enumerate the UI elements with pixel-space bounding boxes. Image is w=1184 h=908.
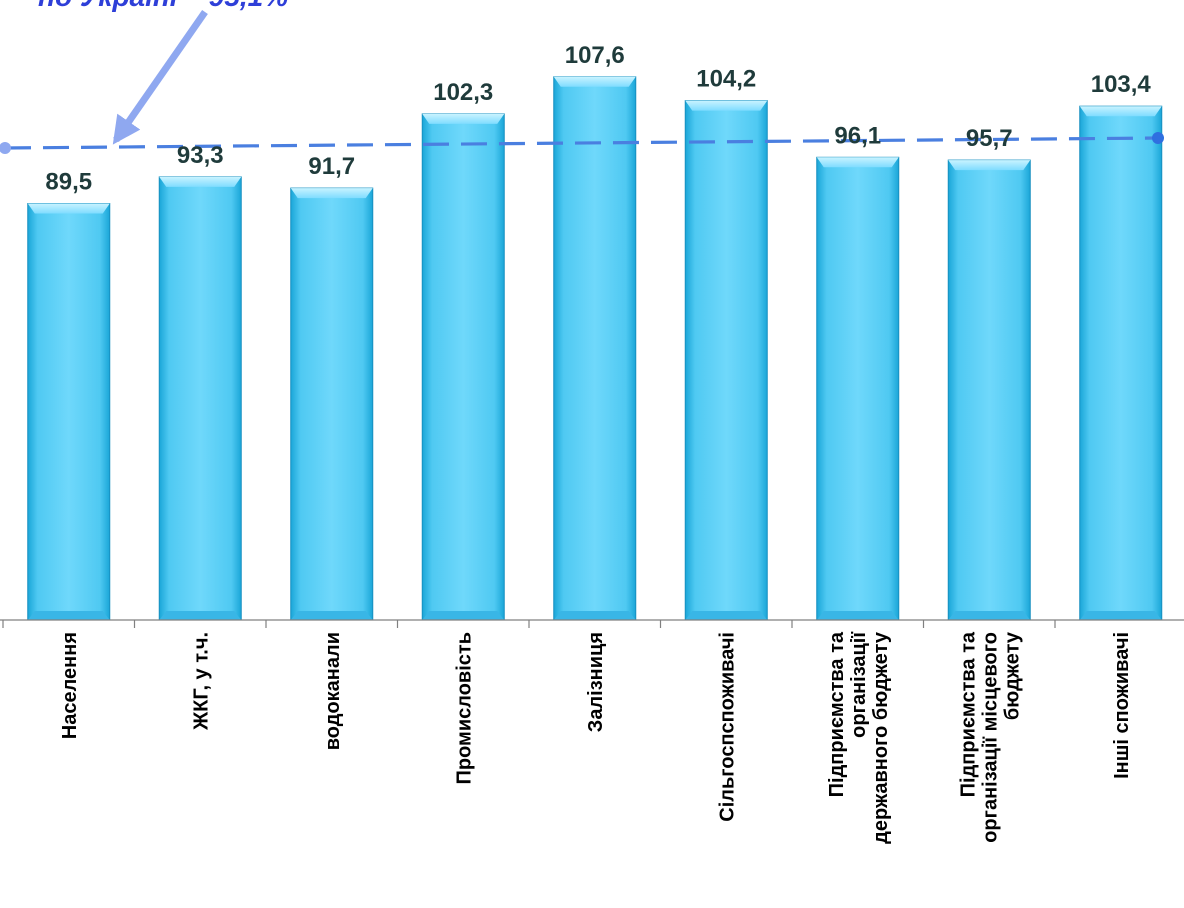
data-label: 102,3 xyxy=(433,79,493,106)
bar xyxy=(684,100,768,621)
x-tick-label-line: Промисловість xyxy=(453,632,475,784)
bar xyxy=(816,156,900,621)
reference-line-layer xyxy=(0,132,1164,154)
data-label: 104,2 xyxy=(696,66,756,93)
reference-line xyxy=(4,136,1159,150)
x-tick-label: Підприємства та організації місцевого бюдж… xyxy=(957,631,1023,843)
x-tick-label: Залізниця xyxy=(585,632,607,732)
x-tick-label-line: Інші споживачі xyxy=(1111,632,1133,779)
x-tick-label-line: Сільгоспспоживачі xyxy=(716,632,738,822)
data-label: 96,1 xyxy=(834,122,881,149)
x-tick-label-line: Залізниця xyxy=(585,632,607,732)
bar-base xyxy=(948,611,1031,620)
x-tick-label-line: ЖКГ, у т.ч. xyxy=(190,632,212,731)
bar xyxy=(158,176,242,621)
annotation-layer: по Україні – 95,1% xyxy=(38,0,288,145)
data-label: 93,3 xyxy=(177,142,224,169)
x-tick-label-line: водоканали xyxy=(322,632,344,750)
bar-cap xyxy=(685,100,768,111)
x-tick-label: Сільгоспспоживачі xyxy=(716,632,738,822)
bar-cap xyxy=(553,76,636,87)
bar xyxy=(947,159,1031,621)
bar-cap xyxy=(948,160,1031,171)
x-axis: Населення ЖКГ, у т.ч. водоканали Промислові… xyxy=(0,619,1184,844)
value-labels-layer: 89,5 93,3 91,7 102,3 107,6 104,2 96,1 95,7 103,4 xyxy=(45,42,1151,196)
data-label: 103,4 xyxy=(1091,71,1152,98)
bar xyxy=(421,113,505,621)
x-tick-label: водоканали xyxy=(322,632,344,750)
x-tick-label-line: Населення xyxy=(59,632,81,739)
data-label: 95,7 xyxy=(966,125,1013,152)
bar-cap xyxy=(816,157,899,168)
x-tick-label: Інші споживачі xyxy=(1111,632,1133,779)
x-tick-label-line: організації xyxy=(848,632,870,738)
bar-cap xyxy=(290,188,373,199)
data-label: 91,7 xyxy=(308,153,355,180)
reference-line-marker xyxy=(1152,132,1164,144)
x-tick-label: Населення xyxy=(59,632,81,739)
x-tick-label: Промисловість xyxy=(453,632,475,784)
bar xyxy=(1079,105,1163,621)
bar-base xyxy=(290,611,373,620)
x-tick-label-line: бюджету xyxy=(1001,631,1023,720)
bars-layer xyxy=(27,76,1163,621)
data-label: 89,5 xyxy=(45,169,92,196)
bar xyxy=(290,187,374,621)
bar-base xyxy=(553,611,636,620)
bar-cap xyxy=(422,113,505,124)
bar xyxy=(553,76,637,621)
x-tick-label: ЖКГ, у т.ч. xyxy=(190,632,212,731)
bar-base xyxy=(685,611,768,620)
bar-base xyxy=(159,611,242,620)
bar-base xyxy=(1079,611,1162,620)
x-tick-label-line: організації місцевого xyxy=(979,632,1001,843)
bar-cap xyxy=(1079,106,1162,117)
x-tick-label-line: державного бюджету xyxy=(870,631,892,844)
reference-line-marker xyxy=(0,142,11,154)
bar-base xyxy=(27,611,110,620)
bar-cap xyxy=(27,203,110,214)
x-tick-label-line: Підприємства та xyxy=(957,631,979,797)
bar-base xyxy=(816,611,899,620)
x-tick-label: Підприємства та організації державного бюд… xyxy=(826,631,892,844)
annotation-arrow xyxy=(112,10,208,145)
x-tick-label-line: Підприємства та xyxy=(826,631,848,797)
annotation-text: по Україні – 95,1% xyxy=(38,0,288,12)
bar xyxy=(27,203,111,621)
bar-cap xyxy=(159,176,242,187)
data-label: 107,6 xyxy=(565,42,625,69)
bar-base xyxy=(422,611,505,620)
